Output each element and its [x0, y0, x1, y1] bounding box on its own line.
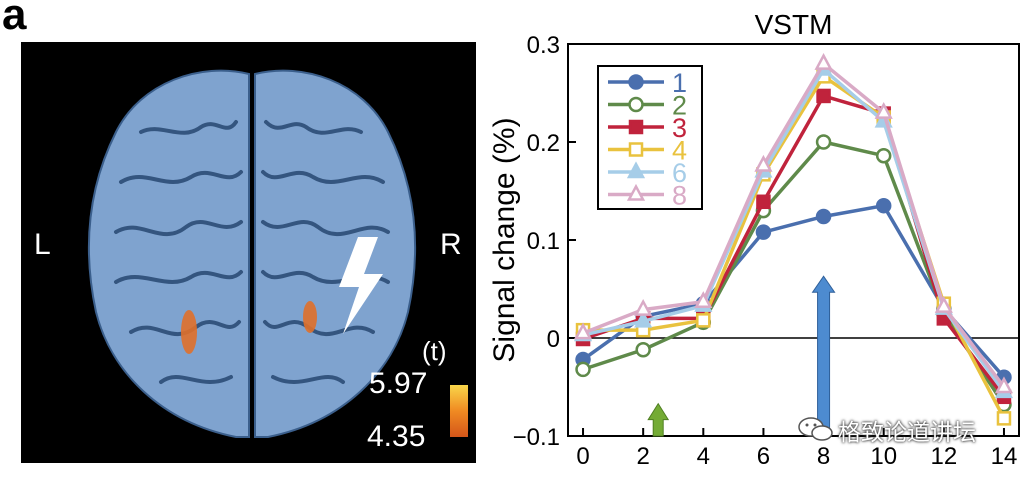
watermark-text: 格致论道讲坛 [838, 420, 976, 446]
wechat-icon [798, 417, 833, 441]
y-tick-label: 0.2 [527, 130, 560, 157]
lightning-bolt-icon [339, 237, 383, 334]
data-point-2 [575, 361, 591, 378]
colorbar-label: (t) [422, 336, 447, 366]
data-point-3 [816, 88, 831, 104]
data-point-2 [875, 147, 892, 164]
y-tick-label: 0.3 [527, 32, 560, 59]
y-tick-label: 0.1 [527, 228, 560, 255]
legend-label-8: 8 [672, 181, 687, 211]
data-point-3 [756, 194, 771, 210]
cue-arrow-green [647, 402, 670, 437]
activation-left [181, 310, 197, 354]
activation-right [303, 301, 317, 333]
brain-illustration [88, 69, 416, 438]
chart-title: VSTM [755, 9, 833, 40]
x-tick-label: 8 [817, 443, 830, 470]
legend-marker-8 [626, 183, 646, 201]
data-point-2 [635, 342, 651, 358]
data-point-8 [994, 376, 1014, 394]
x-tick-label: 10 [870, 443, 897, 470]
legend-label-3: 3 [672, 113, 687, 143]
x-tick-label: 4 [697, 443, 710, 470]
data-point-4 [996, 411, 1012, 426]
right-hemisphere-label: R [440, 228, 462, 261]
brain-image-panel [21, 42, 476, 463]
legend-marker-4 [628, 142, 644, 157]
x-tick-label: 0 [576, 443, 589, 470]
colorbar-max-value: 5.97 [369, 367, 428, 400]
legend-label-1: 1 [672, 68, 687, 98]
series-line-8 [582, 60, 1006, 389]
x-tick-label: 14 [991, 443, 1018, 470]
legend-label-6: 6 [672, 158, 687, 188]
legend-box [597, 65, 703, 210]
legend-marker-3 [628, 119, 644, 135]
legend-marker-2 [628, 96, 644, 113]
data-point-2 [815, 134, 832, 150]
right-hemisphere [254, 69, 416, 438]
data-point-6 [634, 310, 653, 328]
colorbar-min-value: 4.35 [367, 420, 426, 453]
data-point-1 [815, 208, 832, 225]
data-point-8 [694, 291, 713, 308]
data-point-8 [934, 296, 953, 313]
data-point-8 [634, 298, 653, 316]
panel-letter: a [2, 0, 27, 39]
data-point-8 [754, 154, 773, 172]
x-tick-label: 12 [930, 443, 957, 470]
legend-marker-6 [626, 161, 646, 179]
left-hemisphere [88, 69, 250, 438]
data-point-8 [814, 52, 833, 70]
series-8 [573, 52, 1014, 394]
data-point-4 [696, 313, 711, 328]
cue-arrow-blue [811, 275, 836, 437]
legend-label-2: 2 [672, 91, 687, 121]
y-tick-label: 0 [547, 326, 560, 353]
x-tick-label: 2 [636, 443, 649, 470]
y-tick-label: −0.1 [513, 424, 560, 451]
data-point-1 [755, 224, 772, 240]
y-axis-label: Signal change (%) [488, 117, 521, 362]
data-point-1 [875, 197, 892, 214]
left-hemisphere-label: L [34, 228, 51, 261]
data-point-8 [874, 101, 893, 119]
colorbar [450, 385, 468, 437]
legend-marker-1 [628, 74, 644, 90]
data-point-8 [573, 322, 593, 340]
x-tick-label: 6 [757, 443, 770, 470]
legend-label-4: 4 [672, 136, 687, 166]
